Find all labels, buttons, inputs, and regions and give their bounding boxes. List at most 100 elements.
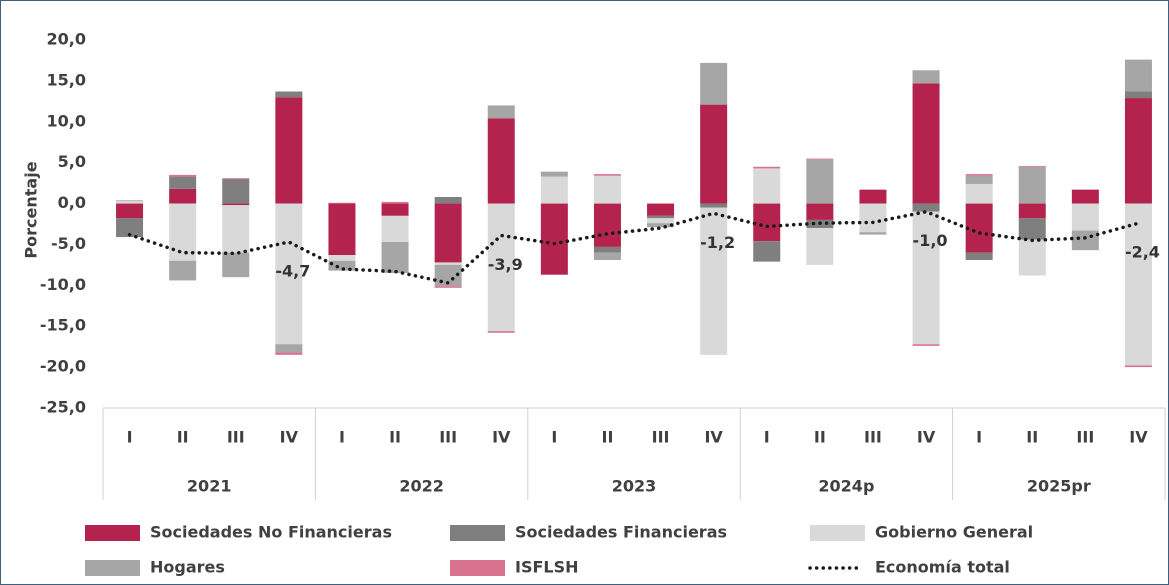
bar-segment (381, 203, 409, 216)
y-tick-label: 5,0 (58, 152, 86, 171)
legend-label: Sociedades Financieras (515, 523, 727, 542)
bar-segment (1018, 239, 1046, 276)
bar-segment (169, 188, 197, 204)
data-label: -1,2 (700, 233, 735, 252)
x-tick-label: III (439, 428, 457, 447)
bar-segment (328, 260, 356, 271)
bar-segment (965, 203, 993, 253)
legend-label: Hogares (150, 558, 225, 577)
bar-segment (593, 203, 621, 247)
x-tick-label: I (976, 428, 982, 447)
bar-segment (647, 223, 675, 228)
bar-segment (912, 83, 940, 204)
bar-segment (328, 203, 356, 256)
legend-label: ISFLSH (515, 558, 579, 577)
legend-swatch (810, 525, 865, 541)
x-tick-label: III (652, 428, 670, 447)
bar-segment (116, 201, 144, 204)
bar-segment (753, 241, 781, 262)
bar-segment (434, 197, 462, 204)
y-tick-label: -15,0 (40, 316, 86, 335)
bar-segment (434, 262, 462, 265)
bar-segment (222, 179, 250, 204)
x-tick-label: III (1076, 428, 1094, 447)
bar-segment (647, 215, 675, 219)
x-tick-label: I (339, 428, 345, 447)
y-tick-label: 10,0 (47, 111, 86, 130)
y-tick-label: -10,0 (40, 275, 86, 294)
group-label: 2023 (612, 477, 657, 496)
bar-segment (381, 215, 409, 242)
bar-segment (859, 189, 887, 204)
legend-swatch (85, 525, 140, 541)
legend-label: Sociedades No Financieras (150, 523, 392, 542)
bar-segment (753, 168, 781, 204)
group-label: 2021 (187, 477, 232, 496)
x-tick-label: IV (492, 428, 511, 447)
bar-segment (275, 203, 303, 345)
x-tick-label: IV (280, 428, 299, 447)
y-tick-label: -25,0 (40, 398, 86, 417)
bar-segment (593, 252, 621, 260)
data-label: -2,4 (1125, 243, 1160, 262)
bar-segment (965, 175, 993, 184)
bar-segment (859, 203, 887, 233)
bar-segment (1124, 203, 1152, 366)
y-tick-label: -20,0 (40, 357, 86, 376)
bar-segment (806, 203, 834, 220)
bar-segment (275, 97, 303, 204)
bar-segment (275, 344, 303, 353)
bar-segment (116, 203, 144, 219)
bar-segment (912, 211, 940, 345)
bar-segment (912, 344, 940, 346)
x-tick-label: IV (704, 428, 723, 447)
bar-segment (753, 166, 781, 169)
bar-segment (647, 218, 675, 224)
bar-segment (1018, 165, 1046, 167)
bar-segment (116, 200, 144, 202)
bar-segment (1124, 98, 1152, 204)
bar-segment (859, 232, 887, 235)
data-label: -4,7 (275, 261, 310, 280)
bar-segment (1018, 166, 1046, 204)
bar-segment (1124, 365, 1152, 368)
bar-segment (1124, 91, 1152, 99)
x-tick-label: II (601, 428, 613, 447)
line-series (127, 209, 1141, 285)
x-tick-label: IV (1129, 428, 1148, 447)
bar-segment (806, 228, 834, 265)
bar-segment (328, 202, 356, 204)
bar-segment (328, 255, 356, 261)
bar-segment (700, 62, 728, 105)
bar-segment (116, 218, 144, 238)
x-tick-label: II (389, 428, 401, 447)
bar-segment (169, 203, 197, 261)
group-label: 2024p (818, 477, 874, 496)
bar-segment (1071, 189, 1099, 204)
bar-segment (275, 352, 303, 355)
bar-segment (912, 70, 940, 84)
y-tick-label: 0,0 (58, 193, 86, 212)
bar-segment (222, 203, 250, 206)
bar-segment (965, 174, 993, 176)
bar-segment (912, 203, 940, 212)
bar-segment (806, 158, 834, 160)
bar-segment (1071, 230, 1099, 251)
bar-segment (381, 201, 409, 204)
bar-segment (434, 286, 462, 288)
y-axis-label: Porcentaje (22, 161, 41, 258)
y-tick-label: 20,0 (47, 30, 86, 49)
bar-segment (700, 203, 728, 208)
group-label: 2022 (399, 477, 444, 496)
bar-segment (275, 91, 303, 98)
y-tick-label: -5,0 (51, 234, 86, 253)
bar-segment (1018, 203, 1046, 219)
bar-segment (169, 260, 197, 281)
x-tick-label: I (551, 428, 557, 447)
bar-segment (540, 203, 568, 275)
x-tick-label: I (127, 428, 133, 447)
bar-segment (540, 171, 568, 177)
x-tick-label: II (177, 428, 189, 447)
